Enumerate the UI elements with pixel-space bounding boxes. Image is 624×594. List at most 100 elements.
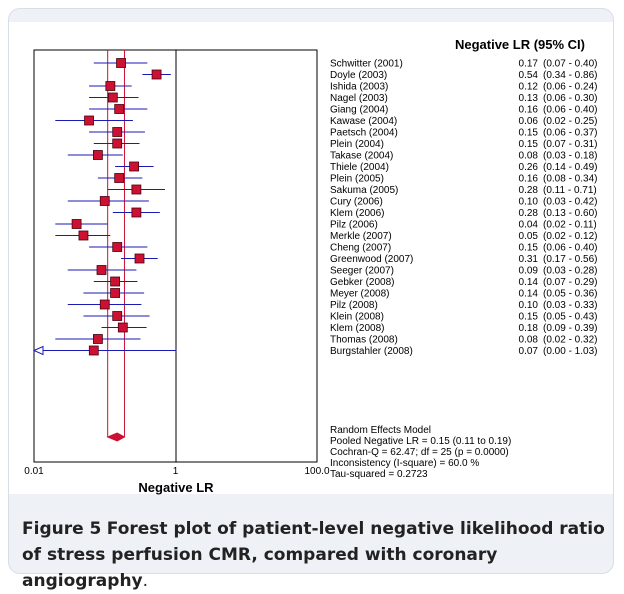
study-lr: 0.28 (519, 208, 539, 219)
study-ci: (0.06 - 0.40) (543, 243, 597, 254)
study-lr: 0.13 (519, 93, 539, 104)
study-ci: (0.06 - 0.40) (543, 105, 597, 116)
study-lr: 0.04 (519, 220, 539, 231)
study-name: Merkle (2007) (330, 231, 392, 242)
study-name: Thomas (2008) (330, 335, 398, 346)
study-point (107, 92, 118, 103)
study-name: Paetsch (2004) (330, 128, 398, 139)
study-lr: 0.06 (519, 116, 539, 127)
study-ci: (0.03 - 0.42) (543, 197, 597, 208)
study-point (112, 242, 123, 252)
study-ci: (0.00 - 1.03) (543, 346, 597, 357)
study-name: Giang (2004) (330, 105, 388, 116)
study-name: Plein (2005) (330, 174, 384, 185)
study-point (131, 184, 142, 195)
pooled-diamond (106, 432, 126, 442)
study-point (92, 334, 103, 344)
ci-arrow (32, 345, 44, 356)
x-axis-label: Negative LR (138, 480, 214, 495)
study-name: Cury (2006) (330, 197, 383, 208)
study-point (88, 345, 99, 356)
x-tick-label: 100.0 (304, 466, 329, 477)
study-ci: (0.02 - 0.11) (543, 220, 597, 231)
study-point (110, 276, 120, 287)
study-lr: 0.10 (519, 300, 539, 311)
study-lr: 0.15 (519, 243, 539, 254)
study-name: Burgstahler (2008) (330, 346, 413, 357)
study-ci: (0.03 - 0.28) (543, 266, 597, 277)
study-point (114, 173, 125, 183)
study-ci: (0.07 - 0.31) (543, 139, 597, 150)
study-name: Meyer (2008) (330, 289, 389, 300)
study-lr: 0.31 (519, 254, 539, 265)
study-ci: (0.08 - 0.34) (543, 174, 597, 185)
study-point (110, 288, 120, 298)
study-lr: 0.15 (519, 128, 539, 139)
summary-line: Cochran-Q = 62.47; df = 25 (p = 0.0000) (330, 447, 509, 458)
study-lr: 0.18 (519, 323, 539, 334)
study-name: Pilz (2006) (330, 220, 378, 231)
study-point (96, 265, 107, 275)
study-name: Klem (2006) (330, 208, 384, 219)
study-name: Nagel (2003) (330, 93, 388, 104)
x-tick-label: 1 (173, 466, 179, 477)
study-ci: (0.17 - 0.56) (543, 254, 597, 265)
study-name: Cheng (2007) (330, 243, 391, 254)
study-point (112, 311, 123, 321)
study-point (114, 104, 125, 114)
study-ci: (0.13 - 0.60) (543, 208, 597, 219)
study-point (78, 230, 89, 241)
study-lr: 0.54 (519, 70, 539, 81)
study-name: Greenwood (2007) (330, 254, 413, 265)
study-name: Klein (2008) (330, 312, 384, 323)
study-ci: (0.07 - 0.29) (543, 277, 597, 288)
study-ci: (0.05 - 0.43) (543, 312, 597, 323)
study-name: Plein (2004) (330, 139, 384, 150)
study-lr: 0.14 (519, 277, 539, 288)
study-ci: (0.09 - 0.39) (543, 323, 597, 334)
study-name: Pilz (2008) (330, 300, 378, 311)
study-lr: 0.15 (519, 139, 539, 150)
summary-line: Pooled Negative LR = 0.15 (0.11 to 0.19) (330, 436, 511, 447)
table-header: Negative LR (95% CI) (455, 37, 585, 52)
study-lr: 0.07 (519, 346, 539, 357)
study-point (134, 253, 145, 264)
study-point (71, 219, 82, 229)
study-lr: 0.05 (519, 231, 539, 242)
study-lr: 0.08 (519, 335, 539, 346)
study-point (99, 299, 110, 310)
x-tick-label: 0.01 (24, 466, 44, 477)
study-ci: (0.02 - 0.32) (543, 335, 597, 346)
caption-end: . (142, 571, 149, 591)
caption-label: Figure 5 (22, 519, 102, 539)
study-lr: 0.26 (519, 162, 539, 173)
study-point (112, 127, 123, 137)
study-ci: (0.03 - 0.33) (543, 300, 597, 311)
study-ci: (0.06 - 0.24) (543, 82, 597, 93)
study-name: Ishida (2003) (330, 82, 388, 93)
study-name: Thiele (2004) (330, 162, 389, 173)
study-ci: (0.02 - 0.25) (543, 116, 597, 127)
study-ci: (0.07 - 0.40) (543, 59, 597, 70)
summary-line: Inconsistency (I-square) = 60.0 % (330, 458, 479, 469)
study-name: Sakuma (2005) (330, 185, 398, 196)
study-lr: 0.16 (519, 174, 539, 185)
figure-caption: Figure 5 Forest plot of patient-level ne… (22, 516, 607, 594)
study-name: Gebker (2008) (330, 277, 394, 288)
study-point (84, 115, 94, 126)
study-lr: 0.17 (519, 59, 539, 70)
study-point (105, 81, 116, 91)
study-lr: 0.09 (519, 266, 539, 277)
study-lr: 0.15 (519, 312, 539, 323)
study-lr: 0.08 (519, 151, 539, 162)
study-ci: (0.05 - 0.36) (543, 289, 597, 300)
summary-line: Random Effects Model (330, 425, 431, 436)
study-ci: (0.14 - 0.49) (543, 162, 597, 173)
study-name: Kawase (2004) (330, 116, 397, 127)
study-point (92, 150, 103, 160)
study-ci: (0.02 - 0.12) (543, 231, 597, 242)
study-point (131, 207, 142, 218)
study-name: Takase (2004) (330, 151, 393, 162)
study-point (129, 161, 140, 172)
